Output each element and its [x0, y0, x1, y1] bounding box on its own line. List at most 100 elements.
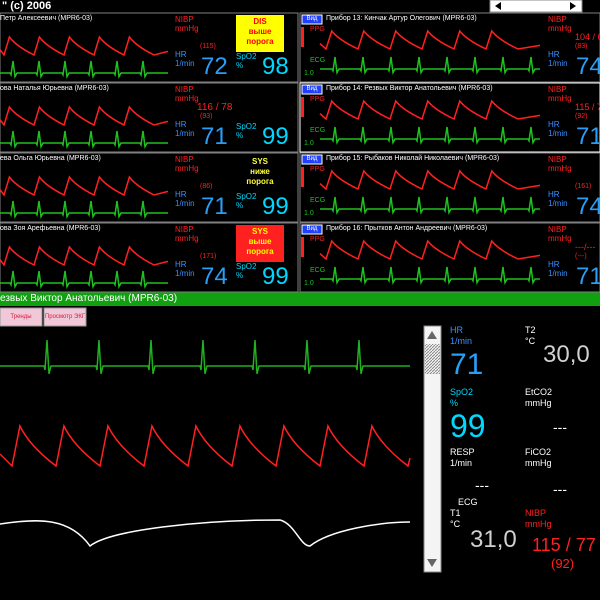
- ecg-wave-large: [0, 339, 410, 374]
- t1-value: 31,0: [470, 526, 517, 553]
- hr-unit: 1/min: [548, 199, 568, 208]
- hr-value: 72: [201, 53, 228, 80]
- t1-unit: °C: [450, 519, 461, 529]
- view-button[interactable]: [301, 84, 323, 95]
- scroll-down[interactable]: [427, 559, 437, 567]
- resp-unit: 1/min: [450, 458, 473, 468]
- nibp-mean: (171): [200, 253, 217, 260]
- alarm-text: выше: [248, 27, 272, 36]
- view-button[interactable]: [301, 14, 323, 25]
- hr-value: 71: [576, 123, 600, 150]
- nibp-mean: (93): [200, 113, 213, 120]
- hr-label: HR: [175, 120, 187, 129]
- hr-label: HR: [175, 50, 187, 59]
- scroll-control[interactable]: [489, 0, 583, 13]
- view-button[interactable]: [301, 224, 323, 235]
- patient-name: Прибор 15: Рыбаков Николай Николаевич (M…: [326, 155, 500, 162]
- spo2-label: SpO2: [236, 52, 257, 61]
- alarm-text: порога: [246, 37, 274, 46]
- patient-name: ова Наталья Юрьевна (MPR6-03): [0, 85, 109, 92]
- nibp-label: NIBP: [175, 15, 194, 24]
- alarm-text: SYS: [251, 227, 268, 236]
- hr-label: HR: [548, 120, 560, 129]
- etco2-unit: mmHg: [525, 398, 552, 408]
- monitor-panel: [0, 82, 299, 153]
- nibp-unit: mmHg: [175, 24, 199, 33]
- ppg-label: PPG: [310, 96, 325, 103]
- tab-label[interactable]: Просмотр ЭКГ: [44, 314, 86, 320]
- nibp-value: 115 / 77: [532, 535, 596, 555]
- nibp-mean: (115): [200, 43, 216, 50]
- etco2-label: EtCO2: [525, 387, 553, 397]
- tab-label[interactable]: Тренды: [10, 314, 32, 320]
- hr-label: HR: [548, 190, 560, 199]
- fico2-value: ---: [553, 481, 567, 497]
- hr-unit: 1/min: [175, 129, 195, 138]
- scroll-left[interactable]: [495, 2, 501, 10]
- alarm-text: порога: [246, 177, 274, 186]
- ecg-wave: [320, 126, 540, 145]
- nibp-unit: mmHg: [548, 94, 572, 103]
- spo2-value: 98: [262, 53, 289, 80]
- spo2-unit: %: [236, 271, 244, 280]
- alarm-text: DIS: [253, 17, 267, 26]
- tab[interactable]: [43, 307, 87, 327]
- hr-unit: 1/min: [450, 336, 473, 346]
- hr-value: 74: [201, 263, 228, 290]
- nibp-value: 115 / 7: [575, 102, 600, 112]
- scroll-right[interactable]: [570, 2, 576, 10]
- nibp-unit: mmHg: [175, 164, 199, 173]
- ecg-wave: [0, 130, 168, 149]
- nibp-label: NIBP: [525, 508, 547, 518]
- tab[interactable]: [0, 307, 43, 327]
- t2-unit: °C: [525, 336, 536, 346]
- patient-name: Прибор 16: Прытков Антон Андреевич (MPR6…: [326, 225, 488, 232]
- alarm-text: выше: [248, 237, 272, 246]
- resp-wave: [0, 519, 411, 548]
- nibp-mean: (86): [200, 183, 213, 190]
- view-button-label[interactable]: Вид: [306, 16, 318, 22]
- hr-value: 74: [576, 193, 600, 220]
- nibp-unit: mmHg: [548, 24, 572, 33]
- patient-name: ова Зоя Арефьевна (MPR6-03): [0, 225, 101, 232]
- hr-label: HR: [450, 325, 463, 335]
- hr-value: 71: [450, 348, 484, 381]
- view-button-label[interactable]: Вид: [306, 226, 318, 232]
- spo2-value: 99: [262, 263, 289, 290]
- scale-label: 1.0: [304, 70, 314, 77]
- ecg-label: ECG: [310, 57, 326, 64]
- nibp-label: NIBP: [175, 155, 194, 164]
- spo2-unit: %: [450, 398, 459, 408]
- t1-label: T1: [450, 508, 461, 518]
- hr-unit: 1/min: [175, 199, 195, 208]
- pleth-wave: [0, 105, 169, 127]
- pleth-wave: [0, 175, 169, 197]
- alarm-box: [236, 225, 284, 262]
- nibp-label: NIBP: [548, 15, 567, 24]
- nibp-unit: mmHg: [548, 164, 572, 173]
- t2-label: T2: [525, 325, 536, 335]
- spo2-unit: %: [236, 201, 244, 210]
- scroll-up[interactable]: [427, 331, 437, 339]
- view-button-label[interactable]: Вид: [306, 86, 318, 92]
- pleth-wave: [319, 239, 541, 261]
- ecg-label: ECG: [310, 197, 326, 204]
- ecg-wave: [0, 200, 168, 219]
- patient-name: Прибор 13: Кинчак Артур Олегович (MPR6-0…: [326, 15, 477, 22]
- ppg-label: PPG: [310, 166, 325, 173]
- scroll-thumb[interactable]: [425, 344, 440, 374]
- view-button[interactable]: [301, 154, 323, 165]
- nibp-label: NIBP: [548, 155, 567, 164]
- pleth-wave-large: [0, 423, 411, 468]
- ppg-label: PPG: [310, 26, 325, 33]
- view-button-label[interactable]: Вид: [306, 156, 318, 162]
- spo2-label: SpO2: [236, 122, 257, 131]
- ecg-wave: [320, 56, 540, 75]
- etco2-value: ---: [553, 419, 567, 435]
- scale-label: 1.0: [304, 210, 314, 217]
- spo2-unit: %: [236, 61, 244, 70]
- patient-name: ева Ольга Юрьевна (MPR6-03): [0, 155, 101, 162]
- alarm-text: порога: [246, 247, 274, 256]
- scrollbar[interactable]: [423, 325, 442, 573]
